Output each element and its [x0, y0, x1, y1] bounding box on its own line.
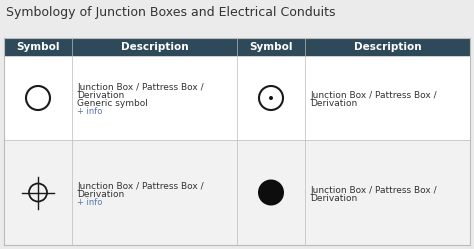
Text: Derivation: Derivation: [310, 193, 357, 202]
Text: Derivation: Derivation: [77, 91, 124, 100]
Text: Derivation: Derivation: [77, 189, 124, 198]
Bar: [237, 140, 470, 245]
Text: Generic symbol: Generic symbol: [77, 99, 148, 108]
Bar: [237, 38, 470, 56]
Text: + info: + info: [77, 197, 102, 206]
Circle shape: [258, 180, 284, 205]
Text: + info: + info: [77, 107, 102, 116]
Circle shape: [269, 96, 273, 100]
Text: Junction Box / Pattress Box /: Junction Box / Pattress Box /: [310, 91, 437, 100]
Text: Symbol: Symbol: [249, 42, 293, 52]
Bar: [4, 140, 237, 245]
Text: Symbology of Junction Boxes and Electrical Conduits: Symbology of Junction Boxes and Electric…: [6, 6, 336, 19]
Bar: [237, 56, 470, 140]
Text: Symbol: Symbol: [16, 42, 60, 52]
Text: Junction Box / Pattress Box /: Junction Box / Pattress Box /: [310, 186, 437, 194]
Text: Derivation: Derivation: [310, 99, 357, 108]
Text: Junction Box / Pattress Box /: Junction Box / Pattress Box /: [77, 83, 204, 92]
Bar: [4, 56, 237, 140]
Text: Description: Description: [354, 42, 421, 52]
Text: Description: Description: [121, 42, 188, 52]
Bar: [4, 38, 237, 56]
Text: Junction Box / Pattress Box /: Junction Box / Pattress Box /: [77, 182, 204, 190]
